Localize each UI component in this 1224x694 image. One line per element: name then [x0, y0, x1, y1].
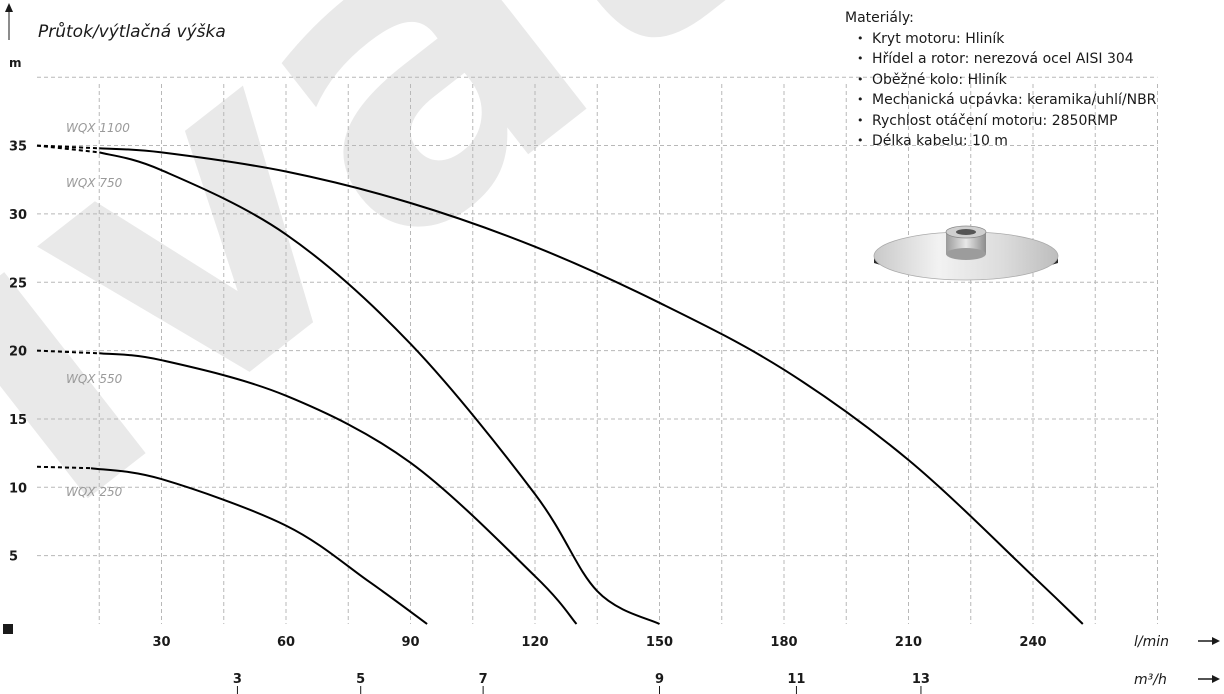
impeller-bore — [956, 229, 976, 235]
y-tick-label: 5 — [9, 550, 18, 565]
x-tick-labels: 30 60 90 120 150 180 210 240 — [152, 635, 1046, 650]
x-tick-label: 180 — [770, 635, 797, 650]
x2-tick-label: 3 — [233, 672, 242, 687]
series-label-wqx250: WQX 250 — [66, 485, 123, 499]
y-tick-label: 25 — [9, 276, 27, 291]
x2-tick-label: 13 — [912, 672, 930, 687]
materials-item: Délka kabelu: 10 m — [845, 131, 1215, 152]
series-labels: WQX 1100 WQX 750 WQX 550 WQX 250 — [66, 121, 130, 499]
x-axis-unit-lmin: l/min — [1134, 634, 1169, 650]
y-axis: Průtok/výtlačná výška m — [3, 3, 226, 634]
y-tick-label: 35 — [9, 140, 27, 155]
arrow-right-icon — [1212, 675, 1220, 683]
x2-tick-label: 11 — [787, 672, 805, 687]
materials-item: Oběžné kolo: Hliník — [845, 70, 1215, 91]
impeller-image — [873, 225, 1059, 281]
x-tick-label: 240 — [1019, 635, 1046, 650]
materials-item: Hřídel a rotor: nerezová ocel AISI 304 — [845, 49, 1215, 70]
x2-tick-labels: 3 5 7 9 11 13 — [233, 672, 930, 694]
y-tick-label: 20 — [9, 345, 27, 360]
x-tick-label: 150 — [646, 635, 673, 650]
y-axis-arrow-icon — [5, 3, 13, 12]
series-label-wqx550: WQX 550 — [66, 372, 123, 386]
series-line-wqx550-dashed — [36, 349, 100, 355]
chart-title: Průtok/výtlačná výška — [38, 21, 226, 42]
materials-item: Mechanická ucpávka: keramika/uhlí/NBR — [845, 90, 1215, 111]
y-tick-label: 30 — [9, 208, 27, 223]
y-axis-unit: m — [9, 56, 22, 70]
series-line-wqx1100 — [99, 147, 1084, 625]
arrow-right-icon — [1212, 637, 1220, 645]
series-label-wqx750: WQX 750 — [66, 176, 123, 190]
x2-tick-label: 9 — [655, 672, 664, 687]
y-tick-label: 10 — [9, 481, 27, 496]
series-line-wqx250-dashed — [36, 465, 92, 470]
series-label-wqx1100: WQX 1100 — [66, 121, 130, 135]
x2-tick-label: 5 — [356, 672, 365, 687]
x-tick-label: 90 — [401, 635, 419, 650]
origin-marker-icon — [3, 624, 13, 634]
materials-item: Kryt motoru: Hliník — [845, 29, 1215, 50]
series-line-wqx250 — [90, 467, 428, 625]
x-axis-units: l/min m³/h — [1134, 634, 1220, 688]
x-tick-label: 60 — [277, 635, 295, 650]
materials-item: Rychlost otáčení motoru: 2850RMP — [845, 111, 1215, 132]
materials-heading: Materiály: — [845, 10, 914, 26]
materials-items: Kryt motoru: Hliník Hřídel a rotor: nere… — [845, 29, 1215, 152]
y-tick-labels: 5 10 15 20 25 30 35 — [9, 140, 27, 565]
pump-curves — [36, 144, 1084, 625]
y-tick-label: 15 — [9, 413, 27, 428]
x-tick-label: 210 — [895, 635, 922, 650]
series-line-wqx750 — [99, 151, 660, 625]
x2-tick-label: 7 — [479, 672, 488, 687]
x-tick-label: 120 — [521, 635, 548, 650]
series-line-wqx550 — [99, 352, 578, 625]
series-line-wqx750-dashed — [36, 144, 100, 154]
chart-grid — [37, 76, 1158, 624]
materials-list: Materiály: Kryt motoru: Hliník Hřídel a … — [845, 8, 1215, 152]
x-axis-unit-m3h: m³/h — [1134, 672, 1167, 688]
x-tick-label: 30 — [152, 635, 170, 650]
